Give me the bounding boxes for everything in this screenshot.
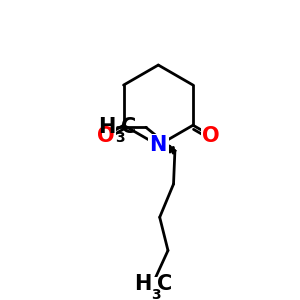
Text: H: H: [134, 274, 152, 294]
Text: O: O: [202, 126, 220, 146]
Text: 3: 3: [116, 131, 125, 146]
Text: H: H: [98, 117, 116, 137]
Text: 3: 3: [152, 288, 161, 300]
Text: O: O: [97, 126, 114, 146]
Text: C: C: [158, 274, 173, 294]
Text: C: C: [122, 117, 137, 137]
Text: N: N: [150, 135, 167, 155]
